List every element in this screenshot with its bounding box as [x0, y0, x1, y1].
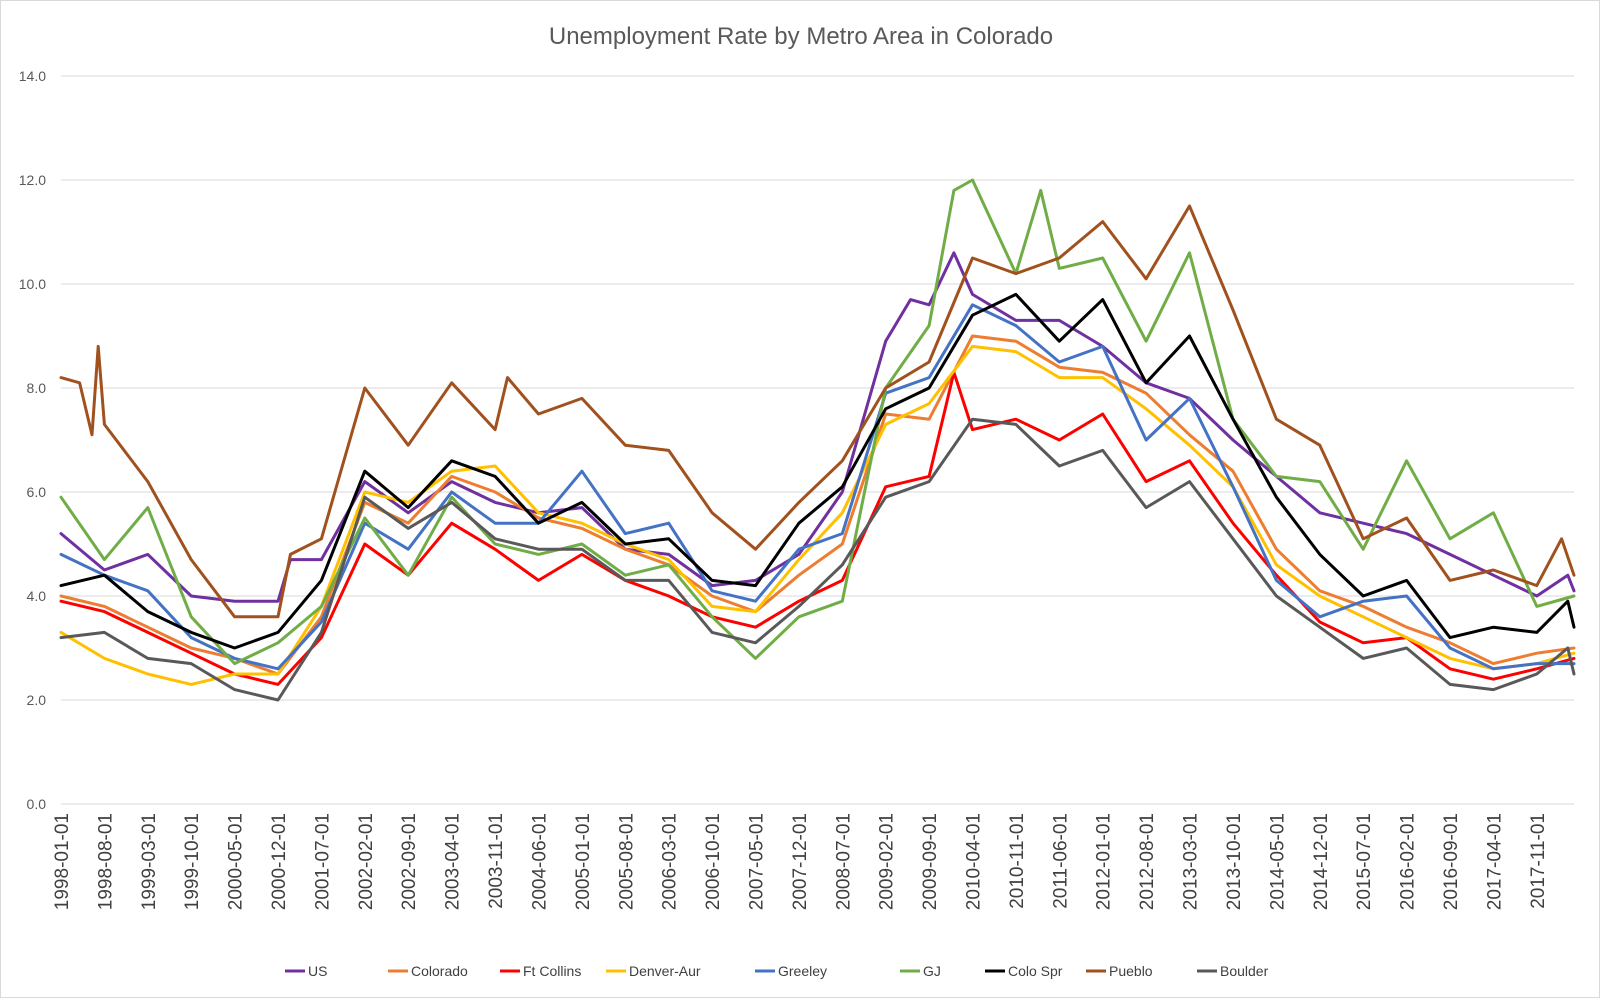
x-tick-label: 2003-04-01	[443, 813, 464, 910]
y-tick-label: 2.0	[27, 692, 47, 708]
y-tick-label: 8.0	[27, 380, 47, 396]
series-line-2	[59, 370, 1576, 686]
series-line-1	[59, 334, 1576, 676]
y-tick-label: 0.0	[27, 796, 47, 812]
legend-label: Greeley	[778, 963, 827, 979]
legend-label: US	[308, 963, 327, 979]
legend-label: Colo Spr	[1008, 963, 1063, 979]
y-tick-label: 10.0	[19, 276, 46, 292]
y-tick-label: 14.0	[19, 68, 46, 84]
x-tick-label: 2007-05-01	[746, 813, 767, 910]
legend-label: Colorado	[411, 963, 468, 979]
series-line-3	[59, 344, 1576, 686]
legend-label: Pueblo	[1109, 963, 1153, 979]
x-tick-label: 2010-11-01	[1007, 813, 1028, 909]
x-tick-label: 2017-11-01	[1528, 813, 1549, 909]
series-line-8	[59, 417, 1576, 702]
y-axis-tick-labels: 0.0 2.0 4.0 6.0 8.0 10.0 12.0 14.0	[19, 68, 46, 812]
legend-label: Boulder	[1220, 963, 1269, 979]
legend-label: Denver-Aur	[629, 963, 701, 979]
x-axis-tick-labels: 1998-01-01 1998-08-01 1999-03-01 1999-10-01…	[52, 813, 1549, 910]
gridlines	[61, 75, 1574, 805]
x-tick-label: 2005-08-01	[616, 813, 637, 910]
y-tick-label: 12.0	[19, 172, 46, 188]
series-line-7	[59, 204, 1576, 619]
series-lines	[59, 178, 1576, 702]
series-line-5	[59, 178, 1576, 666]
x-tick-label: 2014-12-01	[1311, 813, 1332, 910]
x-tick-label: 2000-12-01	[269, 813, 290, 910]
x-tick-label: 2009-02-01	[877, 813, 898, 910]
x-tick-label: 2003-11-01	[486, 813, 507, 909]
x-tick-label: 2017-04-01	[1484, 813, 1505, 910]
chart-title: Unemployment Rate by Metro Area in Color…	[549, 23, 1053, 50]
x-tick-label: 2004-06-01	[529, 813, 550, 910]
x-tick-label: 2007-12-01	[790, 813, 811, 910]
x-tick-label: 2002-02-01	[356, 813, 377, 910]
x-tick-label: 2008-07-01	[833, 813, 854, 910]
x-tick-label: 2010-04-01	[964, 813, 985, 910]
x-tick-label: 2012-01-01	[1094, 813, 1115, 910]
series-line-4	[59, 303, 1576, 671]
x-tick-label: 2001-07-01	[312, 813, 333, 910]
x-tick-label: 1998-01-01	[52, 813, 73, 910]
y-tick-label: 6.0	[27, 484, 47, 500]
x-tick-label: 2009-09-01	[920, 813, 941, 910]
legend-label: GJ	[923, 963, 941, 979]
legend: US Colorado Ft Collins Denver-Aur Greeley GJ C…	[285, 963, 1269, 979]
x-tick-label: 1999-10-01	[182, 813, 203, 910]
x-tick-label: 1998-08-01	[95, 813, 116, 910]
x-tick-label: 2011-06-01	[1050, 813, 1071, 909]
x-tick-label: 2013-10-01	[1224, 813, 1245, 910]
x-tick-label: 1999-03-01	[139, 813, 160, 910]
x-tick-label: 2002-09-01	[399, 813, 420, 910]
legend-label: Ft Collins	[523, 963, 581, 979]
x-tick-label: 2012-08-01	[1137, 813, 1158, 910]
series-line-6	[59, 292, 1576, 650]
x-tick-label: 2015-07-01	[1354, 813, 1375, 910]
x-tick-label: 2014-05-01	[1267, 813, 1288, 910]
x-tick-label: 2005-01-01	[573, 813, 594, 910]
x-tick-label: 2006-03-01	[660, 813, 681, 910]
x-tick-label: 2006-10-01	[703, 813, 724, 910]
y-tick-label: 4.0	[27, 588, 47, 604]
x-tick-label: 2000-05-01	[226, 813, 247, 910]
x-tick-label: 2016-09-01	[1441, 813, 1462, 910]
x-tick-label: 2016-02-01	[1398, 813, 1419, 910]
x-tick-label: 2013-03-01	[1181, 813, 1202, 910]
series-line-0	[59, 251, 1576, 603]
